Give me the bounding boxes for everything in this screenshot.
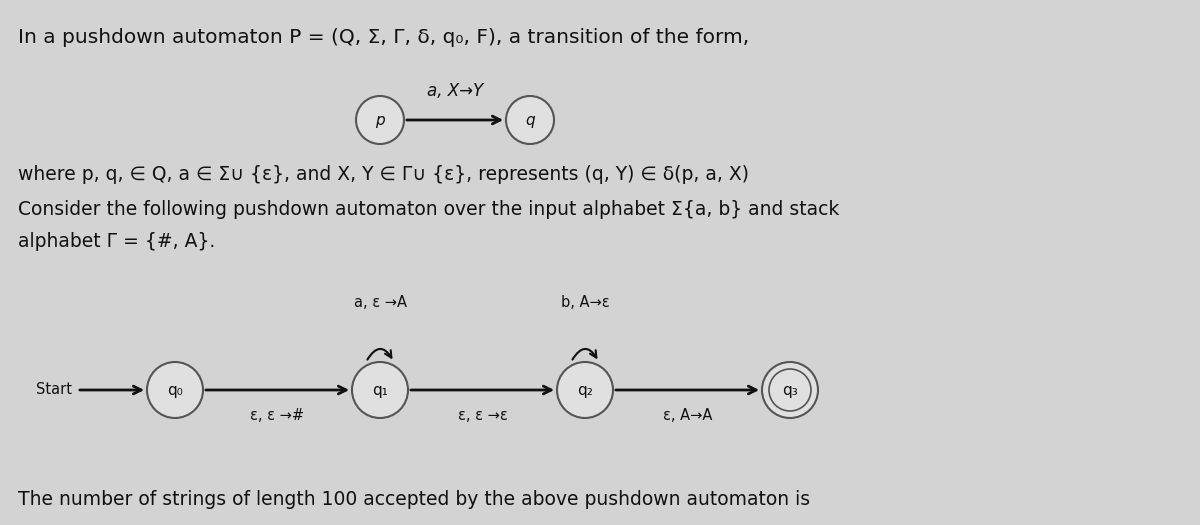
Text: Consider the following pushdown automaton over the input alphabet Σ{a, b} and st: Consider the following pushdown automato… [18, 200, 839, 219]
Text: alphabet Γ = {#, A}.: alphabet Γ = {#, A}. [18, 232, 215, 251]
Text: q₁: q₁ [372, 383, 388, 397]
Text: where p, q, ∈ Q, a ∈ Σ∪ {ε}, and X, Y ∈ Γ∪ {ε}, represents (q, Y) ∈ δ(p, a, X): where p, q, ∈ Q, a ∈ Σ∪ {ε}, and X, Y ∈ … [18, 165, 749, 184]
Text: ε, ε →#: ε, ε →# [251, 408, 305, 423]
Text: a, X→Y: a, X→Y [427, 82, 484, 100]
Text: q: q [526, 112, 535, 128]
Circle shape [352, 362, 408, 418]
Text: p: p [376, 112, 385, 128]
Circle shape [506, 96, 554, 144]
Text: Start: Start [36, 383, 72, 397]
Text: q₀: q₀ [167, 383, 182, 397]
Circle shape [762, 362, 818, 418]
Circle shape [557, 362, 613, 418]
Text: a, ε →A: a, ε →A [354, 295, 407, 310]
Text: ε, A→A: ε, A→A [662, 408, 712, 423]
Text: The number of strings of length 100 accepted by the above pushdown automaton is: The number of strings of length 100 acce… [18, 490, 810, 509]
Text: q₃: q₃ [782, 383, 798, 397]
FancyArrowPatch shape [367, 349, 391, 360]
Circle shape [356, 96, 404, 144]
Text: b, A→ε: b, A→ε [560, 295, 610, 310]
FancyArrowPatch shape [572, 349, 596, 360]
Circle shape [148, 362, 203, 418]
Text: ε, ε →ε: ε, ε →ε [457, 408, 508, 423]
Text: In a pushdown automaton P = (Q, Σ, Γ, δ, q₀, F), a transition of the form,: In a pushdown automaton P = (Q, Σ, Γ, δ,… [18, 28, 749, 47]
Text: q₂: q₂ [577, 383, 593, 397]
